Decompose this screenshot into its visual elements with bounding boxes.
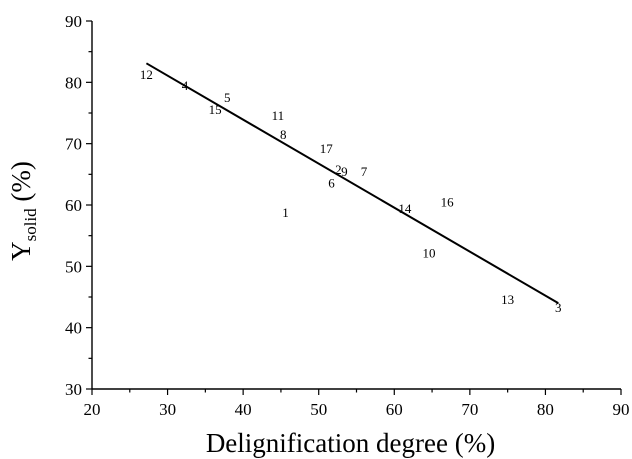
x-tick-label: 80	[537, 400, 554, 419]
y-axis-title-main: Y	[6, 241, 36, 261]
data-point-label: 7	[361, 164, 368, 179]
y-tick-label: 80	[65, 73, 82, 92]
data-point-label: 1	[282, 205, 289, 220]
x-tick-label: 30	[159, 400, 176, 419]
data-point-label: 4	[182, 78, 189, 93]
x-tick-label: 40	[235, 400, 252, 419]
y-tick-label: 30	[65, 380, 82, 399]
x-tick-label: 90	[613, 400, 630, 419]
y-tick-label: 90	[65, 12, 82, 31]
y-axis-title-rest: (%)	[6, 161, 36, 208]
data-point-label: 14	[398, 201, 412, 216]
data-point-label: 12	[140, 67, 153, 82]
data-point-label: 2	[335, 162, 342, 177]
axes	[91, 21, 621, 390]
data-point-label: 3	[555, 300, 562, 315]
data-point-label: 8	[280, 127, 287, 142]
data-point-label: 9	[341, 164, 348, 179]
data-point-label: 15	[209, 102, 222, 117]
x-tick-label: 60	[386, 400, 403, 419]
data-point-label: 11	[272, 108, 285, 123]
y-tick-label: 50	[65, 257, 82, 276]
data-point-label: 17	[320, 141, 334, 156]
x-tick-label: 70	[461, 400, 478, 419]
data-point-label: 16	[441, 194, 455, 209]
y-tick-label: 40	[65, 319, 82, 338]
x-ticks: 20 30 40 50 60 70 80 90	[84, 389, 630, 419]
y-axis-title: Ysolid (%)	[6, 161, 40, 261]
data-point-label: 13	[501, 292, 514, 307]
x-tick-label: 20	[84, 400, 101, 419]
y-tick-label: 70	[65, 135, 82, 154]
data-point-label: 6	[328, 175, 335, 190]
x-tick-label: 50	[310, 400, 327, 419]
y-tick-label: 60	[65, 196, 82, 215]
x-axis-title: Delignification degree (%)	[206, 428, 495, 458]
y-ticks: 30 40 50 60 70 80 90	[65, 12, 92, 399]
data-point-label: 5	[224, 90, 231, 105]
regression-line	[145, 62, 559, 304]
fit-line-group	[145, 62, 559, 304]
data-point-label: 10	[423, 245, 436, 260]
y-axis-title-sub: solid	[21, 208, 40, 242]
